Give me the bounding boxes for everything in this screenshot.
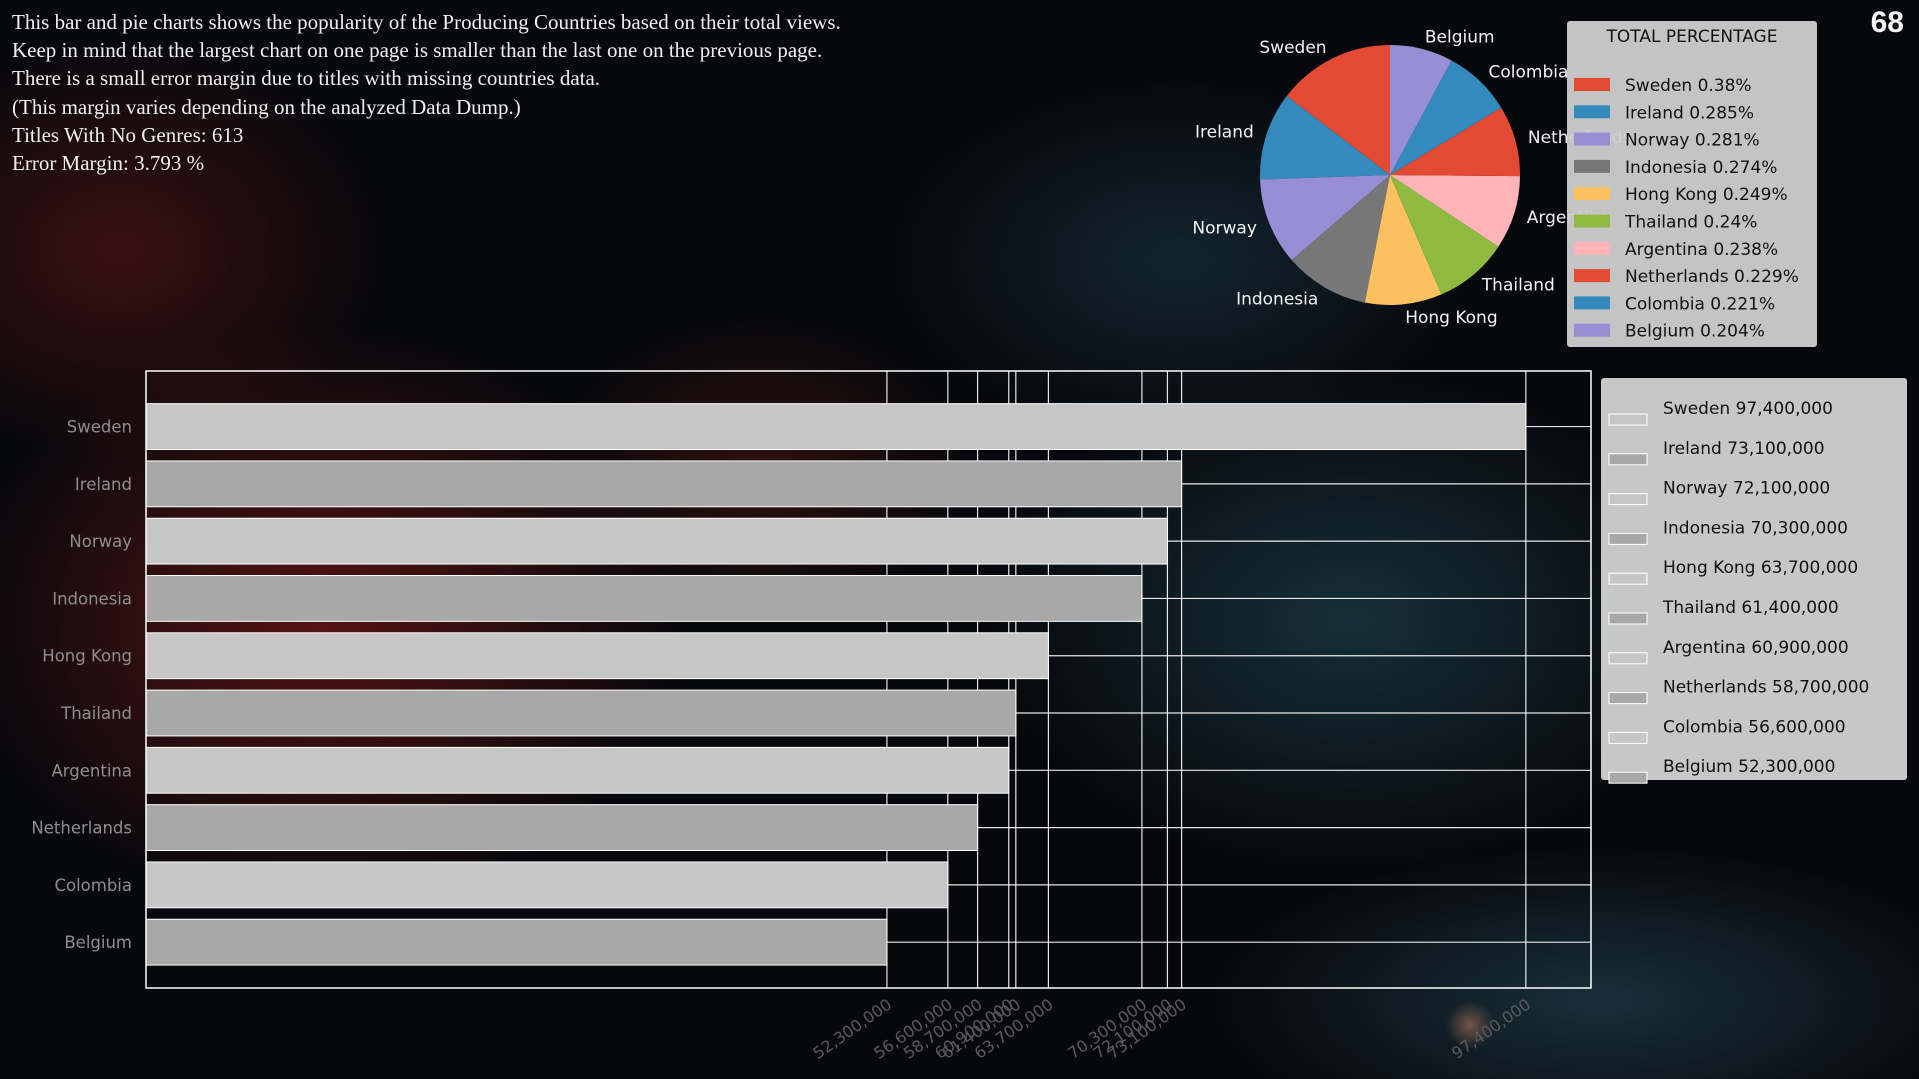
pie-legend-box (1567, 21, 1817, 347)
y-tick-label: Netherlands (31, 819, 132, 838)
bar-legend-entry: Thailand 61,400,000 (1662, 598, 1839, 618)
pie-slice-norway (1260, 175, 1390, 261)
pie-legend-entry: Indonesia 0.274% (1625, 158, 1777, 178)
pie-label: Sweden (1259, 38, 1326, 58)
bar-argentina (145, 746, 1010, 794)
intro-line: Keep in mind that the largest chart on o… (12, 38, 823, 63)
pie-slice-thailand (1390, 175, 1499, 295)
pie-legend-entry: Colombia 0.221% (1625, 294, 1775, 314)
bar-hong-kong (145, 632, 1049, 680)
y-tick-label: Colombia (54, 876, 132, 895)
bar-plot-frame (145, 370, 1592, 989)
y-tick-label: Ireland (75, 475, 132, 494)
no-genres-count: Titles With No Genres: 613 (12, 122, 244, 147)
pie-legend-swatch (1574, 159, 1610, 173)
pie-label: Ireland (1195, 123, 1254, 143)
bar-thailand (145, 689, 1017, 737)
pie-label: Belgium (1425, 27, 1495, 47)
pie-legend-title: TOTAL PERCENTAGE (1606, 27, 1778, 47)
pie-legend-entry: Norway 0.281% (1625, 131, 1760, 151)
bar-belgium (145, 918, 888, 966)
error-margin: Error Margin: 3.793 % (12, 151, 205, 176)
bar-legend-swatch (1608, 532, 1648, 545)
y-tick-label: Norway (69, 532, 132, 551)
y-tick-label: Belgium (64, 933, 132, 952)
pie-legend-swatch (1574, 132, 1610, 146)
bar-legend-swatch (1608, 572, 1648, 585)
bar-legend-entry: Colombia 56,600,000 (1663, 717, 1846, 737)
pie-slice-indonesia (1291, 175, 1390, 303)
pie-label: Indonesia (1236, 290, 1318, 310)
pie-label: Norway (1192, 218, 1257, 238)
bar-ireland (145, 460, 1183, 508)
pie-slice-ireland (1259, 96, 1390, 180)
x-tick-label: 97,400,000 (1448, 995, 1534, 1063)
pie-slice-belgium (1390, 45, 1452, 175)
bar-colombia (145, 861, 949, 909)
y-tick-label: Hong Kong (42, 647, 132, 666)
pie-legend-entry: Belgium 0.204% (1625, 322, 1765, 342)
pie-legend-swatch (1574, 241, 1610, 255)
bar-netherlands (145, 804, 979, 852)
pie-legend-swatch (1574, 323, 1610, 337)
bar-legend-entry: Argentina 60,900,000 (1663, 638, 1849, 658)
pie-chart: Sweden Ireland Norway Indonesia Hong Kong Tha… (1192, 21, 1817, 347)
bar-legend-entry: Belgium 52,300,000 (1663, 757, 1835, 777)
pie-slice-netherlands (1390, 107, 1520, 177)
y-tick-label: Argentina (52, 761, 133, 780)
bar-legend-swatch (1608, 692, 1648, 705)
bar-legend-swatch (1608, 493, 1648, 506)
pie-legend-entry: Ireland 0.285% (1625, 103, 1754, 123)
bar-legend-entry: Netherlands 58,700,000 (1663, 678, 1869, 698)
bar-legend-entry: Norway 72,100,000 (1663, 479, 1830, 499)
pie-slice-colombia (1390, 60, 1502, 175)
pie-slice-hong-kong (1364, 175, 1442, 306)
pie-label: Thailand (1481, 276, 1555, 296)
page-number: 68 (1870, 6, 1904, 39)
pie-legend-swatch (1574, 214, 1610, 228)
bar-legend-entry: Hong Kong 63,700,000 (1663, 558, 1858, 578)
pie-legend-entry: Netherlands 0.229% (1625, 267, 1799, 287)
bar-legend-swatch (1608, 453, 1648, 466)
bar-indonesia (145, 575, 1143, 622)
y-tick-label: Indonesia (52, 589, 132, 608)
bar-legend-swatch (1608, 413, 1648, 426)
pie-slice-sweden (1286, 45, 1390, 175)
intro-text: This bar and pie charts shows the popula… (12, 8, 841, 177)
pie-legend-entry: Hong Kong 0.249% (1625, 185, 1788, 205)
bar-legend-entry: Sweden 97,400,000 (1663, 399, 1833, 419)
pie-label: Hong Kong (1405, 308, 1497, 328)
bar-legend-entry: Indonesia 70,300,000 (1663, 518, 1848, 538)
pie-legend-swatch (1574, 296, 1610, 310)
bar-legend-box (1601, 378, 1907, 780)
intro-line: There is a small error margin due to tit… (12, 66, 601, 91)
pie-slice-argentina (1390, 175, 1520, 247)
bar-legend-swatch (1608, 612, 1648, 625)
intro-line: (This margin varies depending on the ana… (12, 94, 521, 119)
pie-legend-swatch (1574, 187, 1610, 201)
pie-legend-entry: Sweden 0.38% (1625, 76, 1752, 96)
bar-legend-swatch (1608, 771, 1648, 784)
bar-legend-swatch (1608, 652, 1648, 665)
pie-label: Colombia (1489, 62, 1569, 82)
bar-legend-swatch (1608, 731, 1648, 744)
pie-legend-entry: Thailand 0.24% (1624, 213, 1757, 233)
pie-legend-entry: Argentina 0.238% (1625, 240, 1778, 260)
pie-legend-swatch (1574, 269, 1610, 283)
pie-legend-swatch (1574, 78, 1610, 91)
intro-line: This bar and pie charts shows the popula… (12, 10, 841, 34)
pie-legend-swatch (1574, 105, 1610, 119)
bar-sweden (145, 403, 1527, 450)
bar-legend-entry: Ireland 73,100,000 (1663, 439, 1825, 459)
y-tick-label: Sweden (67, 418, 132, 437)
bar-norway (145, 517, 1168, 565)
y-tick-label: Thailand (60, 704, 132, 723)
